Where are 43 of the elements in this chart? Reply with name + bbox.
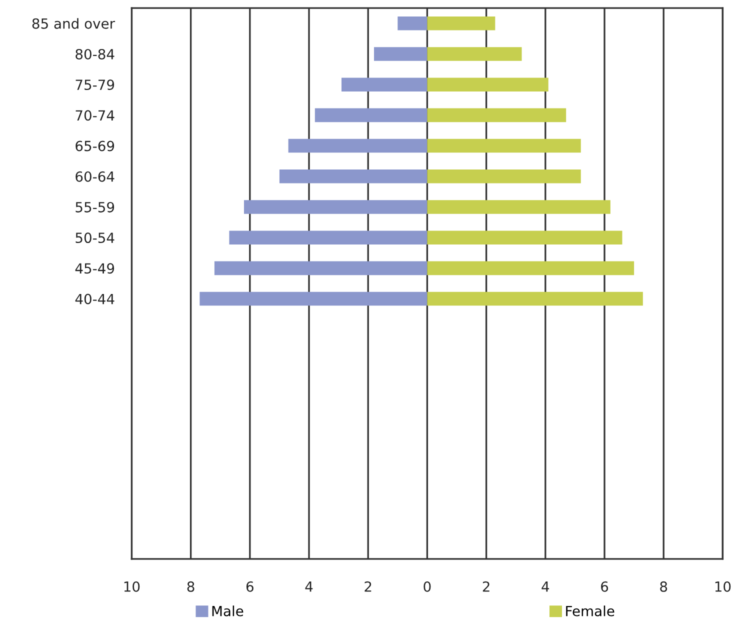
y-tick-label: 80-84	[76, 48, 114, 60]
y-tick-label: 45-49	[75, 263, 114, 274]
x-tick-label: 2	[482, 581, 490, 592]
y-tick-label: 40-44	[75, 294, 114, 304]
bar	[427, 292, 643, 306]
bar	[229, 230, 428, 244]
legend-label: Female	[566, 606, 614, 616]
bar	[314, 108, 428, 122]
x-tick-label: 10	[715, 581, 731, 592]
bar	[427, 261, 634, 276]
bar	[214, 261, 428, 276]
bar	[427, 230, 622, 244]
bar	[279, 169, 428, 184]
bar	[398, 16, 428, 30]
x-tick-label: 8	[187, 581, 194, 592]
y-tick-label: 55-59	[76, 202, 114, 212]
x-tick-label: 6	[601, 581, 608, 592]
bar	[427, 138, 581, 153]
y-tick-label: 50-54	[76, 232, 114, 244]
y-tick-label: 65-69	[76, 140, 114, 152]
x-tick-label: 10	[124, 581, 140, 592]
x-tick-label: 8	[660, 581, 668, 592]
bar	[374, 47, 428, 61]
x-tick-label: 4	[542, 582, 550, 592]
x-tick-label: 6	[246, 581, 254, 592]
bar	[342, 78, 428, 92]
x-tick-label: 2	[364, 581, 372, 592]
y-tick-label: 85 and over	[32, 18, 116, 29]
bar	[427, 200, 610, 214]
bar	[427, 78, 548, 92]
bar	[427, 47, 522, 61]
bar	[244, 200, 428, 214]
bar	[427, 108, 566, 122]
bar	[427, 169, 581, 184]
bar	[200, 292, 428, 306]
bar	[427, 16, 496, 30]
legend-label: Male	[212, 606, 244, 616]
bar	[288, 138, 428, 153]
x-tick-label: 4	[305, 582, 313, 592]
y-tick-label: 75-79	[76, 80, 114, 90]
y-tick-label: 60-64	[76, 171, 114, 182]
x-tick-label: 0	[424, 581, 431, 592]
y-tick-label: 70-74	[76, 110, 114, 121]
